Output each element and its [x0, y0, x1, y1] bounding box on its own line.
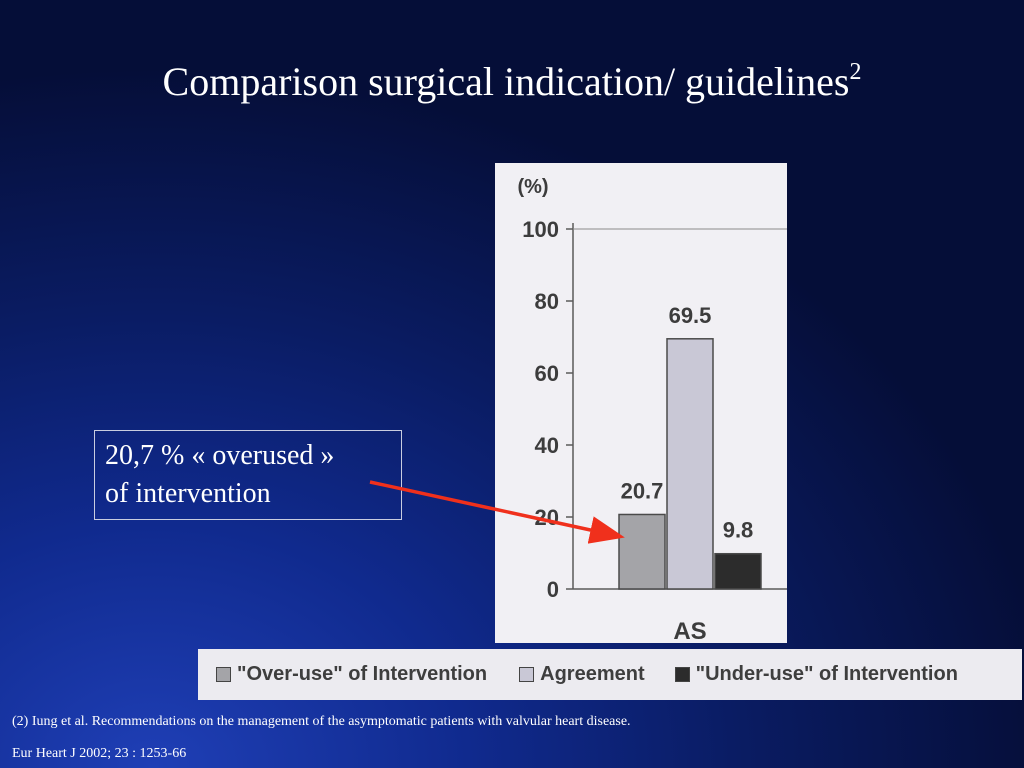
reference-journal: Eur Heart J 2002; 23 : 1253-66 [12, 746, 187, 761]
y-tick-label-0: 0 [547, 577, 559, 602]
y-tick-label-80: 80 [535, 289, 559, 314]
data-label-agreement: 69.5 [669, 303, 712, 328]
chart-legend: "Over-use" of Intervention Agreement "Un… [198, 649, 1022, 700]
chart-canvas: (%) 0 20 40 60 80 100 20.7 69.5 9.8 AS [517, 176, 787, 643]
overuse-callout: 20,7 % « overused » of intervention [94, 430, 402, 520]
callout-line-1: 20,7 % « overused » [105, 440, 335, 471]
y-tick-label-20: 20 [535, 505, 559, 530]
legend-item-agreement: Agreement [519, 663, 645, 686]
legend-item-underuse: "Under-use" of Intervention [674, 663, 958, 686]
y-tick-label-100: 100 [522, 217, 559, 242]
bar-overuse [618, 513, 666, 590]
bar-chart: (%) 0 20 40 60 80 100 20.7 69.5 9.8 AS [495, 163, 787, 643]
data-label-underuse: 9.8 [723, 518, 754, 543]
legend-swatch-overuse [216, 667, 231, 682]
legend-label-underuse: "Under-use" of Intervention [695, 663, 958, 685]
reference-citation: (2) Iung et al. Recommendations on the m… [12, 714, 631, 729]
legend-label-overuse: "Over-use" of Intervention [237, 663, 488, 685]
legend-swatch-underuse [674, 667, 690, 682]
slide-title: Comparison surgical indication/ guidelin… [0, 58, 1024, 105]
legend-swatch-agreement [519, 667, 535, 682]
y-tick-label-60: 60 [535, 361, 559, 386]
x-category-label: AS [673, 618, 706, 643]
callout-line-2: of intervention [105, 478, 271, 509]
bar-agreement [666, 338, 714, 590]
legend-label-agreement: Agreement [540, 663, 645, 685]
data-label-overuse: 20.7 [621, 478, 664, 503]
slide-title-text: Comparison surgical indication/ guidelin… [162, 59, 850, 104]
y-axis-label: (%) [517, 176, 548, 198]
y-ticks: 0 20 40 60 80 100 [522, 217, 573, 602]
title-superscript: 2 [849, 59, 862, 85]
bar-underuse [714, 552, 762, 590]
legend-item-overuse: "Over-use" of Intervention [216, 663, 487, 686]
y-tick-label-40: 40 [535, 433, 559, 458]
bars: 20.7 69.5 9.8 [618, 303, 762, 590]
